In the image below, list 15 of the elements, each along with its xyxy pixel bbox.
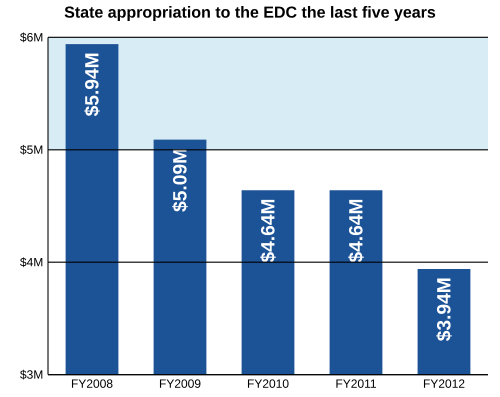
- data-label: $5.09M: [172, 149, 188, 212]
- y-tick-label: $6M: [20, 32, 42, 42]
- y-tick-label: $5M: [20, 144, 42, 154]
- x-tick-label: FY2012: [424, 379, 464, 388]
- x-tick-label: FY2011: [336, 379, 376, 388]
- x-tick-label: FY2010: [248, 379, 289, 388]
- data-label: $5.94M: [84, 53, 100, 116]
- y-tick-label: $4M: [20, 257, 42, 267]
- data-label: $4.64M: [348, 200, 364, 262]
- data-label: $4.64M: [260, 200, 276, 262]
- chart-title: State appropriation to the EDC the last five years: [64, 6, 436, 21]
- data-label: $3.94M: [436, 278, 452, 341]
- x-tick-label: FY2009: [160, 379, 200, 388]
- y-tick-label: $3M: [20, 370, 42, 380]
- x-tick-label: FY2008: [72, 379, 112, 388]
